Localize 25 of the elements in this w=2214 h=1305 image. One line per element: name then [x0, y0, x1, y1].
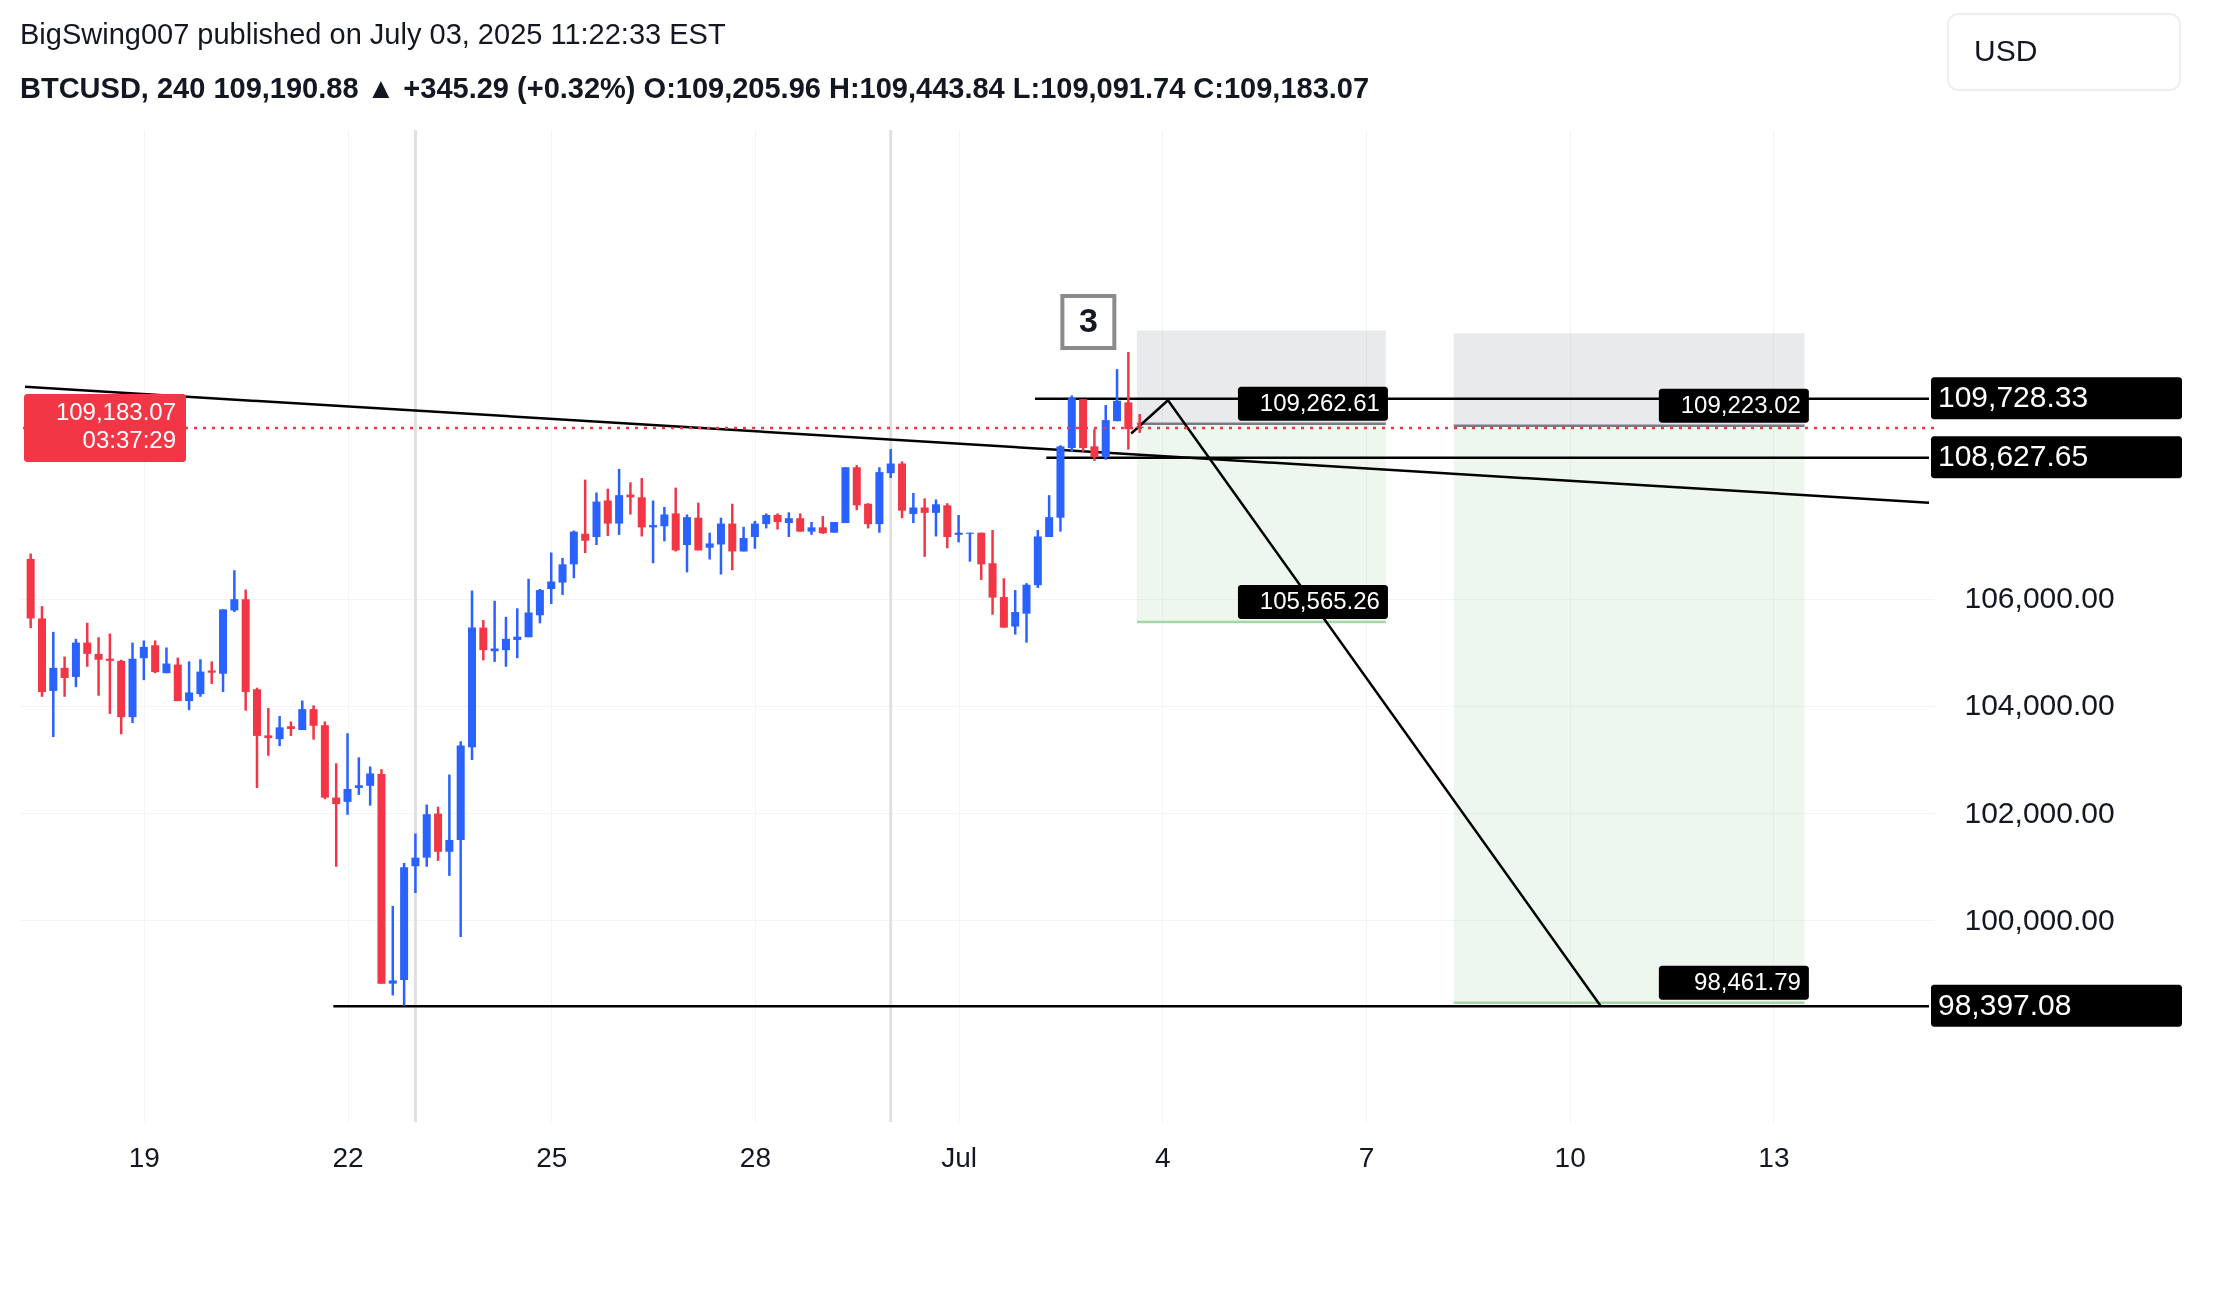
x-tick-label: 22 [332, 1141, 364, 1173]
ref-line-label: 109,183.07 03:37:29 [55, 397, 176, 453]
y-tick-label: 100,000.00 [1964, 902, 2115, 936]
y-tick-label: 106,000.00 [1964, 581, 2115, 615]
x-tick-label: Jul [941, 1141, 978, 1173]
x-tick-label: 7 [1358, 1141, 1375, 1173]
annotation: 105,565.26 [1259, 586, 1380, 614]
x-tick-label: 28 [739, 1141, 771, 1173]
x-tick-label: 10 [1554, 1141, 1586, 1173]
annotation: 108,627.65 [1938, 439, 2089, 473]
y-tick-label: 104,000.00 [1964, 688, 2115, 722]
x-tick-label: 4 [1155, 1141, 1171, 1173]
y-tick-label: 102,000.00 [1964, 795, 2115, 829]
chart-title: BigSwing007 published on July 03, 2025 11:22:33 EST [20, 18, 726, 50]
x-tick-label: 13 [1758, 1141, 1790, 1173]
x-tick-label: 19 [128, 1141, 160, 1173]
chart-subtitle: BTCUSD, 240 109,190.88 ▲ +345.29 (+0.32%) O:109,205.96 H:109,443.84 L:109,091.74 C:109,183.07 [20, 72, 1370, 104]
x-tick-label: 25 [536, 1141, 568, 1173]
annotation: 109,262.61 [1259, 388, 1380, 416]
annotation: 109,223.02 [1680, 390, 1801, 418]
annotation: 109,728.33 [1938, 380, 2089, 414]
annotation: 3 [1078, 300, 1098, 339]
text: USD [1974, 34, 2038, 67]
annotation: 98,397.08 [1938, 987, 2072, 1021]
annotation: 98,461.79 [1694, 967, 1801, 995]
